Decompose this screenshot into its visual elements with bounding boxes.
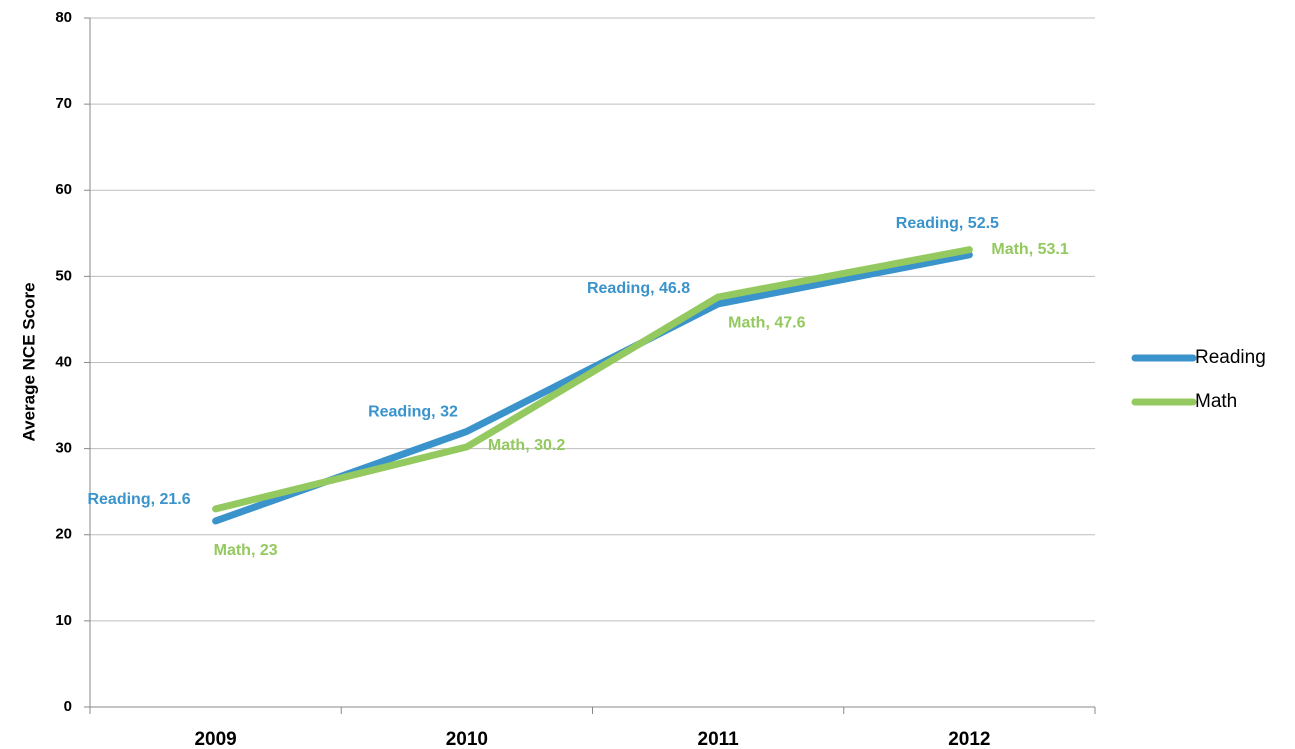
y-tick-label: 20 bbox=[55, 526, 72, 543]
y-tick-label: 80 bbox=[55, 9, 72, 26]
legend-label: Reading bbox=[1195, 347, 1266, 368]
x-tick-label: 2010 bbox=[446, 729, 488, 749]
x-tick-label: 2009 bbox=[194, 729, 236, 749]
y-tick-label: 30 bbox=[55, 440, 72, 457]
data-label: Math, 47.6 bbox=[728, 314, 805, 331]
y-axis-label: Average NCE Score bbox=[19, 282, 38, 441]
data-label: Math, 53.1 bbox=[991, 241, 1068, 258]
x-tick-label: 2011 bbox=[698, 729, 740, 749]
data-label: Reading, 52.5 bbox=[896, 215, 999, 232]
y-tick-label: 0 bbox=[64, 698, 72, 715]
y-tick-label: 10 bbox=[55, 612, 72, 629]
legend-label: Math bbox=[1195, 391, 1237, 412]
data-label: Reading, 21.6 bbox=[87, 491, 190, 508]
data-label: Reading, 32 bbox=[368, 404, 458, 421]
data-label: Math, 30.2 bbox=[488, 437, 565, 454]
y-tick-label: 60 bbox=[55, 181, 72, 198]
series-line bbox=[212, 246, 973, 513]
x-tick-label: 2012 bbox=[948, 729, 990, 749]
y-tick-label: 50 bbox=[55, 267, 72, 284]
y-tick-label: 40 bbox=[55, 353, 72, 370]
data-label: Reading, 46.8 bbox=[587, 280, 690, 297]
y-tick-label: 70 bbox=[55, 95, 72, 112]
data-label: Math, 23 bbox=[214, 542, 278, 559]
